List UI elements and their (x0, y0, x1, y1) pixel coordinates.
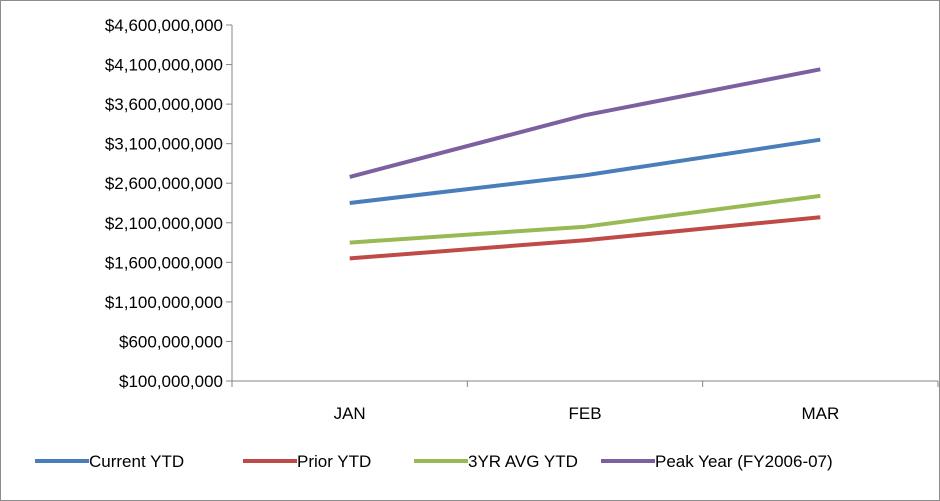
y-tick-label: $2,100,000,000 (105, 214, 223, 233)
legend-label-2: 3YR AVG YTD (468, 452, 578, 471)
legend: Current YTD Prior YTD 3YR AVG YTD Peak Year… (35, 452, 833, 471)
legend-label-3: Peak Year (FY2006-07) (655, 452, 833, 471)
y-tick-label: $4,100,000,000 (105, 56, 223, 75)
y-axis-ticks: $100,000,000 $600,000,000 $1,100,000,000 $1… (105, 16, 232, 391)
x-tick-label: FEB (568, 404, 601, 423)
series-lines (349, 67, 821, 261)
x-axis-ticks: JAN FEB MAR (231, 381, 939, 423)
y-tick-label: $2,600,000,000 (105, 174, 223, 193)
y-tick-label: $1,100,000,000 (105, 293, 223, 312)
series-line-0 (349, 137, 821, 205)
y-tick-label: $600,000,000 (119, 332, 223, 351)
legend-label-0: Current YTD (89, 452, 184, 471)
y-tick-label: $1,600,000,000 (105, 253, 223, 272)
legend-label-1: Prior YTD (297, 452, 371, 471)
x-tick-label: JAN (334, 404, 366, 423)
axes (231, 25, 938, 382)
y-tick-label: $100,000,000 (119, 372, 223, 391)
y-tick-label: $4,600,000,000 (105, 16, 223, 35)
y-tick-label: $3,600,000,000 (105, 95, 223, 114)
y-tick-label: $3,100,000,000 (105, 135, 223, 154)
x-tick-label: MAR (801, 404, 839, 423)
series-line-3 (349, 67, 821, 179)
series-line-2 (349, 193, 821, 245)
series-line-1 (349, 215, 821, 261)
